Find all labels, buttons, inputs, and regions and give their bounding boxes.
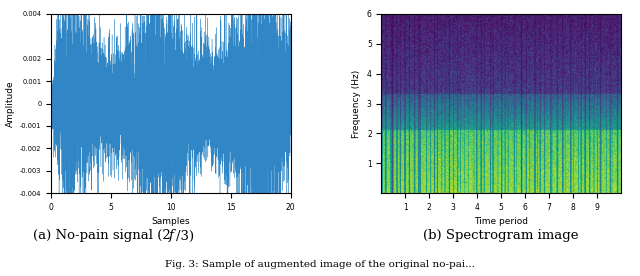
Text: (a) No-pain signal (2: (a) No-pain signal (2 bbox=[33, 229, 171, 243]
Text: /3): /3) bbox=[176, 229, 194, 243]
X-axis label: Samples: Samples bbox=[152, 217, 190, 227]
X-axis label: Time period: Time period bbox=[474, 217, 528, 227]
Y-axis label: Frequency (Hz): Frequency (Hz) bbox=[352, 69, 362, 138]
Text: (b) Spectrogram image: (b) Spectrogram image bbox=[424, 229, 579, 243]
Y-axis label: Amplitude: Amplitude bbox=[5, 80, 15, 127]
Text: f: f bbox=[168, 229, 173, 243]
Text: Fig. 3: Sample of augmented image of the original no-pai...: Fig. 3: Sample of augmented image of the… bbox=[165, 261, 475, 269]
